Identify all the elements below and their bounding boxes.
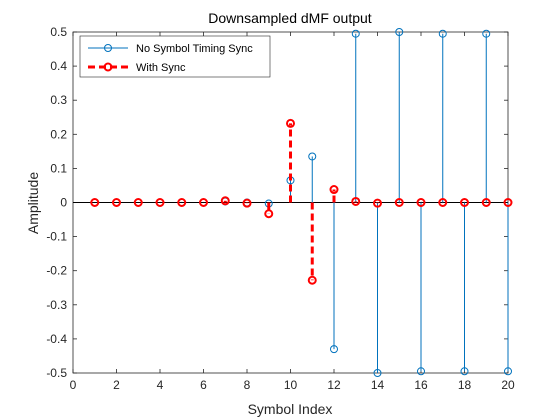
marker-with-sync	[90, 198, 100, 207]
legend-label-no-sync: No Symbol Timing Sync	[136, 43, 253, 55]
x-tick-label: 20	[501, 378, 515, 392]
x-axis-label: Symbol Index	[248, 401, 333, 417]
marker-no-sync	[308, 152, 317, 161]
y-tick-label: 0	[60, 196, 67, 210]
marker-with-sync	[503, 198, 513, 207]
x-tick-label: 2	[113, 378, 120, 392]
marker-no-sync	[373, 369, 382, 377]
y-tick-label: 0.5	[50, 25, 67, 39]
marker-with-sync	[373, 198, 382, 208]
y-tick-label: 0.4	[50, 59, 67, 73]
y-tick-label: -0.3	[46, 298, 67, 312]
plot-area: 0 2 4 6 8 10 12 14 16 18 20 0.5 0.4 0.3 0.2 0.1 0 -0.1 -0.…	[46, 25, 515, 392]
x-tick-label: 0	[70, 378, 77, 392]
marker-with-sync	[112, 198, 121, 207]
marker-no-sync	[460, 367, 469, 376]
marker-no-sync	[504, 367, 512, 376]
y-tick-label: 0.2	[50, 127, 67, 141]
marker-with-sync	[220, 196, 230, 206]
y-tick-label: 0.3	[50, 93, 67, 107]
marker-no-sync	[438, 29, 447, 38]
x-tick-label: 14	[371, 378, 385, 392]
marker-with-sync	[351, 196, 361, 206]
legend-marker-with-sync	[103, 62, 113, 72]
marker-no-sync	[482, 29, 491, 38]
y-tick-label: -0.1	[46, 230, 67, 244]
marker-with-sync	[155, 198, 165, 207]
y-axis-label: Amplitude	[25, 172, 41, 234]
marker-with-sync	[307, 275, 317, 285]
marker-no-sync	[330, 345, 338, 354]
y-tick-label: -0.2	[46, 264, 67, 278]
marker-with-sync	[329, 185, 339, 195]
x-tick-label: 8	[244, 378, 251, 392]
legend-box	[79, 35, 271, 78]
marker-no-sync	[395, 28, 404, 36]
marker-with-sync	[264, 209, 274, 219]
marker-with-sync	[438, 198, 448, 207]
marker-with-sync	[242, 198, 252, 208]
marker-no-sync	[351, 29, 360, 38]
x-tick-label: 12	[327, 378, 341, 392]
marker-with-sync	[199, 198, 208, 207]
marker-with-sync	[177, 198, 187, 207]
marker-with-sync	[460, 198, 469, 207]
y-tick-label: -0.4	[46, 332, 67, 346]
x-tick-label: 6	[200, 378, 207, 392]
y-tick-label: 0.1	[50, 161, 67, 175]
x-tick-label: 18	[458, 378, 472, 392]
marker-with-sync	[394, 198, 404, 207]
legend-label-with-sync: With Sync	[136, 62, 186, 74]
marker-with-sync	[481, 198, 491, 207]
y-tick-label: -0.5	[46, 366, 67, 380]
legend: No Symbol Timing Sync With Sync	[79, 35, 271, 78]
x-tick-label: 4	[157, 378, 164, 392]
x-tick-label: 10	[284, 378, 298, 392]
marker-with-sync	[133, 198, 143, 207]
marker-with-sync	[416, 198, 426, 207]
chart-title: Downsampled dMF output	[208, 10, 372, 26]
marker-no-sync	[417, 367, 425, 376]
x-tick-label: 16	[414, 378, 428, 392]
legend-marker-no-sync	[104, 44, 112, 52]
marker-with-sync	[286, 118, 295, 128]
